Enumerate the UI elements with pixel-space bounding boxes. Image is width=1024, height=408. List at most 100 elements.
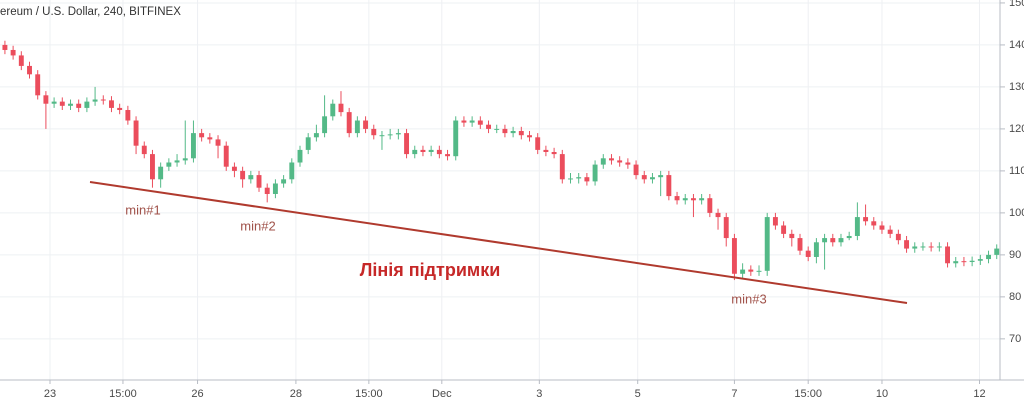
candle-body [666,175,672,197]
candles [2,40,1000,281]
candle-body [527,135,532,138]
x-tick-label: 15:00 [355,388,383,400]
candle-body [379,135,385,137]
candle-body [592,164,598,182]
candle-body [633,164,639,176]
y-tick-label: 120 [1009,123,1024,135]
annotation: min#1 [125,202,160,217]
candle-body [445,154,450,157]
candle-body [584,177,590,182]
candle-body [936,246,942,248]
candle-body [43,95,49,104]
x-tick-label: 23 [44,388,56,400]
annotation: min#3 [731,291,766,306]
candle-body [912,246,918,249]
candle-body [182,158,188,161]
candle-body [272,183,278,194]
candle-body [100,99,106,101]
candle-body [436,149,442,155]
candle-body [469,120,475,123]
candle-body [477,120,483,125]
candle-body [559,154,565,180]
candle-body [772,217,778,226]
candle-body [682,198,688,201]
candle-body [305,137,311,150]
support-label: Лінія підтримки [360,260,501,280]
candle-body [969,260,975,263]
candle-body [887,229,893,234]
candle-body [781,225,787,234]
candle-body [354,120,360,134]
y-tick-label: 110 [1009,165,1024,177]
candle-body [256,175,262,188]
candle-body [109,100,114,108]
candle-body [822,238,828,243]
candle-body [789,233,795,239]
candle-body [690,198,696,201]
candle-body [535,137,541,150]
y-tick-label: 130 [1009,81,1024,93]
candle-body [756,270,762,272]
candle-body [174,160,180,163]
candle-body [551,152,557,155]
candle-body [609,158,614,161]
candle-body [322,116,328,134]
candle-body [731,238,737,274]
candle-body [92,99,98,102]
x-tick-label: 3 [536,388,542,400]
candle-body [740,269,746,274]
candle-body [387,134,393,136]
candle-body [953,261,959,264]
x-tick-label: 15:00 [794,388,822,400]
candle-body [59,101,65,106]
candle-body [199,133,205,138]
candle-body [51,101,57,104]
candle-body [313,133,319,138]
candle-body [330,103,336,117]
candle-body [846,235,852,239]
candle-body [617,160,623,163]
candle-body [158,166,164,180]
candle-body [748,269,754,272]
candle-body [977,259,983,261]
x-tick-label: 12 [973,388,985,400]
x-tick-label: 28 [290,388,302,400]
x-tick-label: 5 [635,388,641,400]
candle-body [338,103,344,113]
candle-body [805,250,811,257]
candle-body [904,240,910,249]
candle-body [141,145,147,155]
candle-body [879,225,885,230]
candle-body [797,238,803,251]
candle-body [18,55,24,66]
candle-body [420,149,426,152]
candle-body [723,217,729,239]
candle-body [412,149,418,155]
candle-body [486,124,491,129]
candle-body [395,133,401,135]
candle-body [207,137,213,140]
candle-body [994,248,1000,255]
candle-body [453,120,459,157]
candle-body [961,261,967,263]
x-tick-label: 15:00 [109,388,137,400]
candle-body [150,154,155,180]
candle-body [166,162,172,167]
candle-body [502,128,508,134]
y-tick-label: 90 [1009,249,1021,261]
candle-body [830,238,836,243]
candle-body [699,198,705,201]
candle-body [945,246,950,264]
candle-body [240,170,246,180]
candle-body [568,178,573,180]
candle-body [813,242,819,257]
x-tick-label: 10 [876,388,888,400]
candle-body [68,103,73,106]
candle-body [76,103,82,108]
candle-body [658,175,664,178]
y-tick-label: 80 [1009,291,1021,303]
candle-body [895,233,901,241]
candle-body [289,162,295,180]
